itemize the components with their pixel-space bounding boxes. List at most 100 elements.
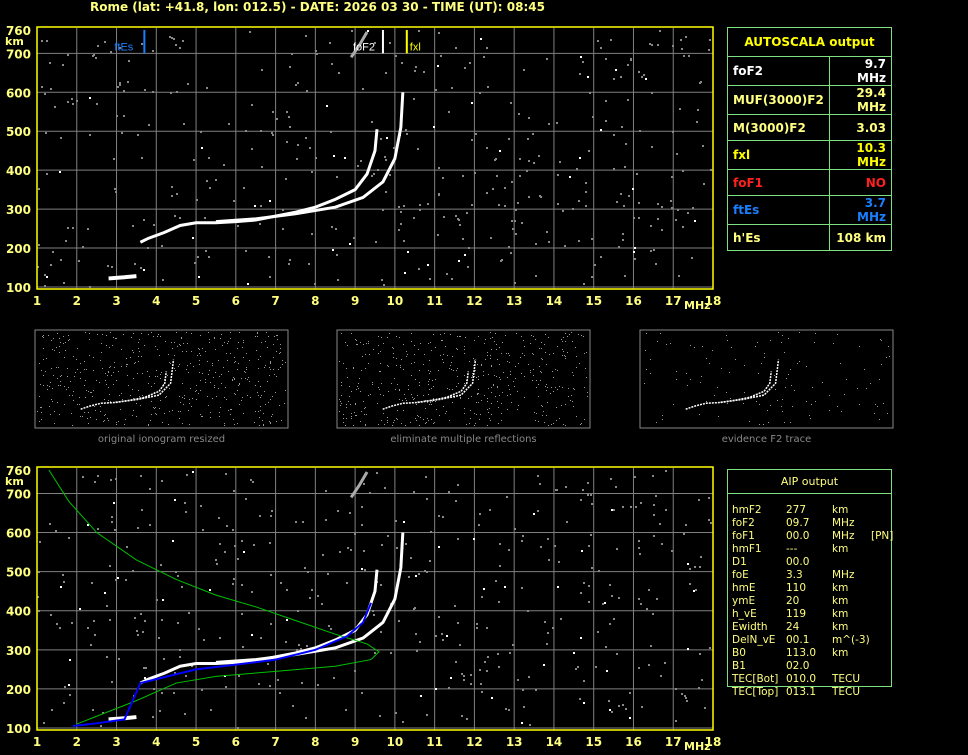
noise-dot	[364, 408, 365, 409]
noise-dot	[79, 397, 80, 398]
noise-dot	[269, 685, 271, 687]
noise-dot	[605, 58, 607, 60]
noise-dot	[136, 416, 137, 417]
noise-dot	[224, 342, 225, 343]
aip-cell: km	[832, 543, 849, 555]
noise-dot	[63, 702, 65, 704]
noise-dot	[251, 148, 253, 150]
noise-dot	[790, 422, 791, 423]
noise-dot	[354, 670, 356, 672]
noise-dot	[670, 200, 672, 202]
noise-dot	[340, 405, 341, 406]
noise-dot	[390, 652, 392, 654]
noise-dot	[157, 349, 158, 350]
noise-dot	[407, 354, 408, 355]
noise-dot	[402, 721, 404, 723]
noise-dot	[258, 411, 259, 412]
x-tick-label: 1	[33, 294, 41, 308]
noise-dot	[565, 358, 566, 359]
noise-dot	[573, 388, 574, 389]
noise-dot	[540, 371, 541, 372]
noise-dot	[519, 175, 521, 177]
noise-dot	[613, 78, 615, 80]
noise-dot	[643, 74, 645, 76]
noise-dot	[109, 367, 110, 368]
noise-dot	[811, 404, 812, 405]
noise-dot	[200, 380, 201, 381]
noise-dot	[492, 188, 494, 190]
noise-dot	[419, 425, 420, 426]
noise-dot	[864, 369, 865, 370]
noise-dot	[76, 359, 77, 360]
noise-dot	[528, 676, 530, 678]
noise-dot	[569, 334, 570, 335]
noise-dot	[284, 403, 285, 404]
noise-dot	[646, 608, 648, 610]
noise-dot	[69, 659, 71, 661]
noise-dot	[105, 414, 106, 415]
noise-dot	[140, 613, 142, 615]
noise-dot	[553, 353, 554, 354]
noise-dot	[205, 379, 206, 380]
noise-dot	[202, 373, 203, 374]
noise-dot	[273, 369, 274, 370]
noise-dot	[548, 425, 549, 426]
y-tick-label: 600	[6, 527, 31, 541]
noise-dot	[49, 62, 51, 64]
noise-dot	[52, 349, 53, 350]
noise-dot	[108, 372, 109, 373]
noise-dot	[270, 361, 271, 362]
noise-dot	[657, 341, 658, 342]
noise-dot	[458, 219, 460, 221]
noise-dot	[874, 413, 875, 414]
noise-dot	[124, 424, 125, 425]
noise-dot	[223, 367, 224, 368]
noise-dot	[169, 362, 170, 363]
noise-dot	[432, 380, 433, 381]
noise-dot	[164, 413, 165, 414]
noise-dot	[405, 425, 406, 426]
noise-dot	[533, 162, 535, 164]
noise-dot	[650, 373, 651, 374]
noise-dot	[672, 131, 674, 133]
noise-dot	[473, 365, 474, 366]
noise-dot	[682, 226, 684, 228]
noise-dot	[351, 416, 352, 417]
noise-dot	[562, 355, 563, 356]
noise-dot	[781, 342, 782, 343]
noise-dot	[590, 494, 592, 496]
x-tick-label: 15	[585, 294, 602, 308]
noise-dot	[499, 377, 500, 378]
noise-dot	[696, 121, 698, 123]
noise-dot	[443, 216, 445, 218]
noise-dot	[282, 360, 283, 361]
noise-dot	[580, 424, 581, 425]
noise-dot	[183, 404, 184, 405]
noise-dot	[560, 618, 562, 620]
noise-dot	[173, 38, 175, 40]
noise-dot	[106, 335, 107, 336]
noise-dot	[63, 336, 64, 337]
aip-cell: Ewidth	[732, 621, 768, 633]
noise-dot	[302, 521, 304, 523]
noise-dot	[157, 376, 158, 377]
noise-dot	[94, 481, 96, 483]
noise-dot	[246, 369, 247, 370]
noise-dot	[230, 338, 231, 339]
noise-dot	[495, 396, 496, 397]
noise-dot	[69, 395, 70, 396]
noise-dot	[572, 208, 574, 210]
noise-dot	[226, 525, 228, 527]
noise-dot	[527, 138, 529, 140]
noise-dot	[429, 278, 431, 280]
noise-dot	[143, 219, 145, 221]
noise-dot	[158, 637, 160, 639]
noise-dot	[583, 702, 585, 704]
noise-dot	[577, 666, 579, 668]
noise-dot	[429, 379, 430, 380]
marker-label-ftes: ftEs	[114, 41, 133, 53]
noise-dot	[652, 613, 654, 615]
noise-dot	[588, 601, 590, 603]
noise-dot	[636, 173, 638, 175]
noise-dot	[576, 416, 577, 417]
